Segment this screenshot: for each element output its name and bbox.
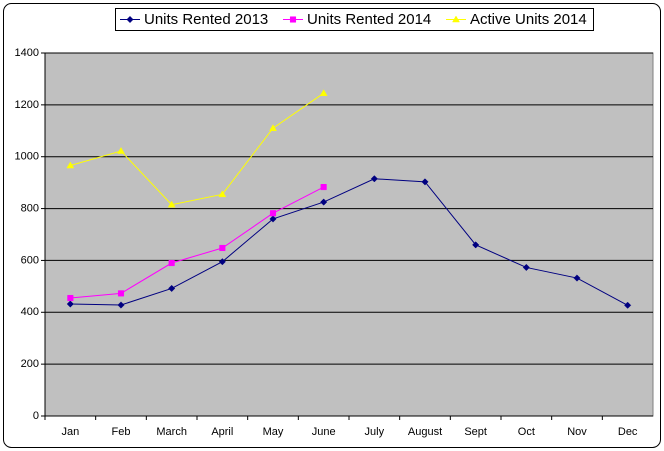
marker — [522, 263, 530, 271]
marker — [421, 178, 429, 186]
y-tick-label: 1400 — [15, 47, 39, 59]
x-tick-label: Feb — [112, 426, 131, 438]
marker — [218, 190, 227, 198]
marker — [218, 258, 226, 266]
legend-label: Active Units 2014 — [470, 11, 587, 28]
marker — [167, 200, 176, 208]
x-tick-label: Oct — [518, 426, 535, 438]
marker — [117, 147, 125, 154]
marker — [269, 124, 277, 131]
y-tick-label: 800 — [21, 202, 39, 214]
marker — [269, 210, 277, 217]
y-tick-label: 200 — [21, 358, 39, 370]
marker — [66, 300, 74, 308]
marker — [289, 16, 297, 23]
marker — [219, 244, 226, 252]
series-line — [70, 178, 628, 306]
y-tick-label: 400 — [21, 306, 39, 318]
x-tick-label: April — [211, 426, 233, 438]
marker — [269, 215, 277, 223]
marker — [472, 241, 480, 249]
legend-label: Units Rented 2014 — [307, 11, 431, 28]
marker — [624, 301, 632, 309]
y-tick-label: 0 — [33, 410, 39, 422]
y-tick-label: 1000 — [15, 151, 39, 163]
marker — [126, 15, 134, 24]
x-tick-label: Nov — [567, 426, 587, 438]
marker — [452, 15, 460, 23]
y-tick-label: 1200 — [15, 99, 39, 111]
legend-box — [115, 8, 594, 31]
x-tick-label: Sept — [464, 426, 487, 438]
x-tick-label: August — [408, 426, 442, 438]
marker — [370, 175, 378, 183]
marker — [168, 284, 176, 292]
x-tick-label: May — [263, 426, 284, 438]
marker — [66, 161, 75, 169]
y-tick-label: 600 — [21, 254, 39, 266]
marker — [573, 274, 581, 282]
marker — [168, 259, 175, 267]
marker — [67, 294, 74, 302]
marker — [117, 301, 125, 309]
marker — [319, 89, 328, 96]
marker — [320, 198, 328, 206]
x-tick-label: Dec — [618, 426, 638, 438]
x-tick-label: July — [365, 426, 385, 438]
x-tick-label: June — [312, 426, 336, 438]
series-line — [70, 92, 324, 206]
marker — [117, 290, 125, 297]
series-line — [70, 186, 324, 299]
marker — [320, 184, 327, 191]
x-tick-label: March — [156, 426, 187, 438]
x-tick-label: Jan — [61, 426, 79, 438]
plot-area — [44, 52, 654, 417]
legend-label: Units Rented 2013 — [144, 11, 268, 28]
